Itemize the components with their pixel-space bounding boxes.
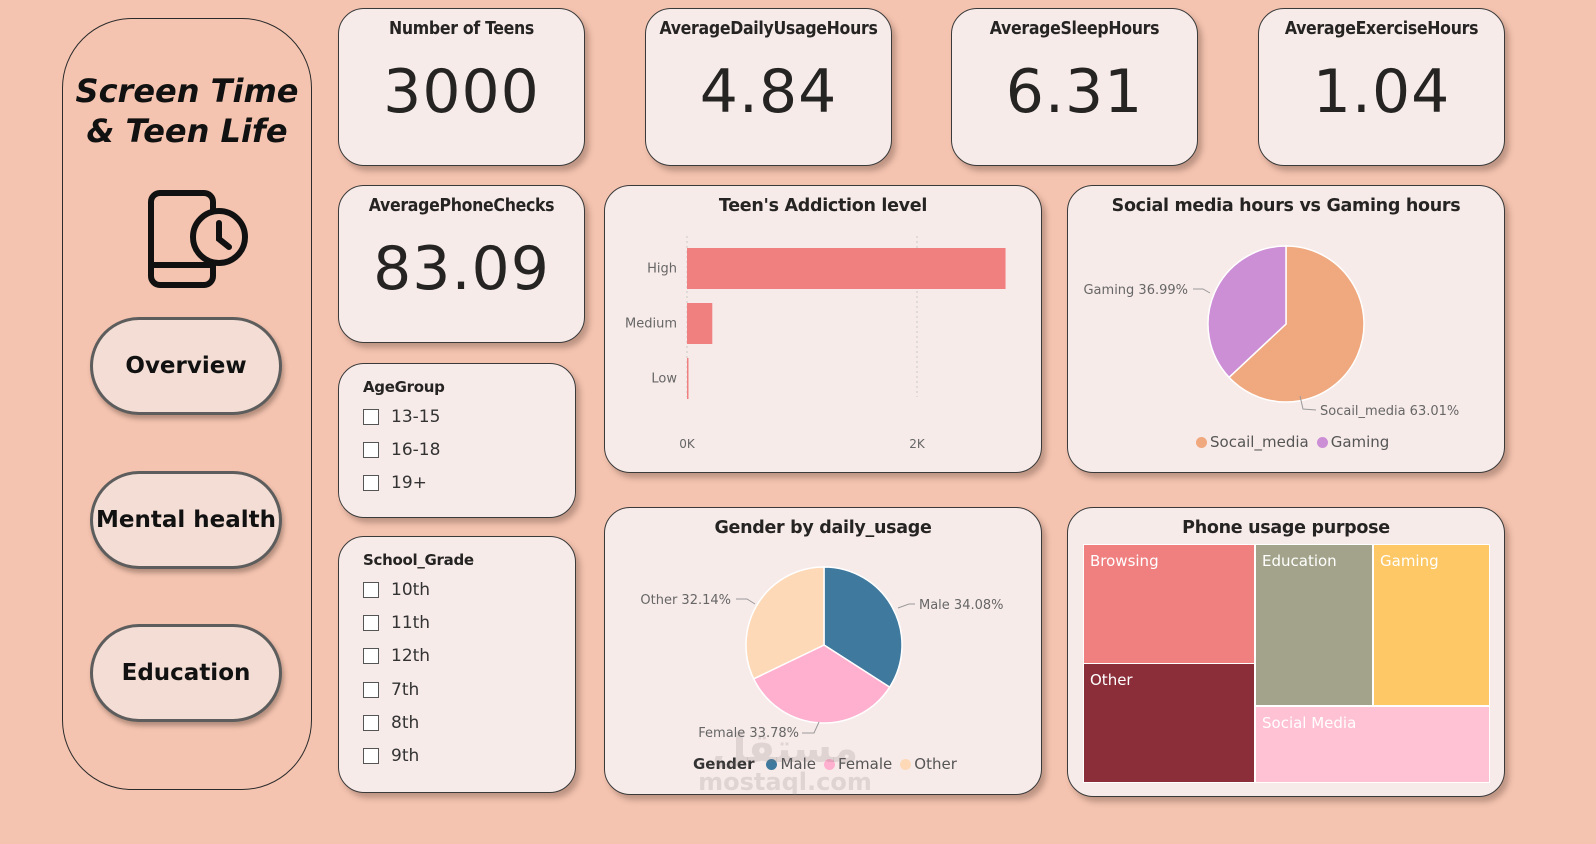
treemap-cell-browsing[interactable]: Browsing [1083,544,1255,664]
treemap-cell-social-media[interactable]: Social Media [1255,706,1490,783]
treemap-cell-gaming[interactable]: Gaming [1373,544,1490,706]
chart-title: Phone usage purpose [1182,518,1390,538]
pie-slice-socail-media[interactable] [1228,245,1365,403]
nav-overview-button[interactable]: Overview [90,317,282,415]
y-tick-label: Medium [625,317,677,332]
pie-slice-gaming[interactable] [1207,245,1287,379]
legend-label-male[interactable]: Male [780,755,817,773]
kpi-card-average-daily-usage: AverageDailyUsageHours 4.84 [645,8,892,166]
checkbox[interactable] [363,682,379,698]
bar-low[interactable] [687,358,689,399]
leader-line [736,598,756,605]
data-label: Gaming 36.99% [1083,283,1188,298]
slicer-age-group: AgeGroup 13-15 16-18 19+ [338,363,576,518]
data-label: Male 34.08% [919,598,1004,613]
x-tick-label: 0K [679,437,696,451]
legend-title: Gender [693,755,755,773]
legend-dot-male [766,758,778,770]
leader-line [802,721,820,734]
chart-title: Teen's Addiction level [718,196,928,216]
kpi-value: 3000 [383,57,540,127]
slicer-option-9th[interactable]: 9th [363,746,419,766]
legend-label-other[interactable]: Other [914,755,957,773]
slicer-school-grade: School_Grade 10th 11th 12th 7th 8th 9th [338,536,576,793]
nav-education-button[interactable]: Education [90,624,282,722]
kpi-value: 1.04 [1312,57,1451,127]
treemap-cell-other[interactable]: Other [1083,663,1255,783]
checkbox[interactable] [363,409,379,425]
checkbox[interactable] [363,475,379,491]
slicer-option-8th[interactable]: 8th [363,713,419,733]
kpi-title: AveragePhoneChecks [368,196,555,216]
data-label: Socail_media 63.01% [1320,404,1459,419]
chart-title: Social media hours vs Gaming hours [1111,196,1461,216]
checkbox[interactable] [363,442,379,458]
chart-legend: Socail_media Gaming [1188,433,1389,451]
slicer-title: AgeGroup [363,378,445,396]
legend-dot-other [900,758,912,770]
pie-chart-svg: Male 34.08% Female 33.78% Other 32.14% [640,566,1004,741]
kpi-card-number-of-teens: Number of Teens 3000 [338,8,585,166]
chart-gender-daily-usage: Gender by daily_usage Male 34.08% Female … [604,507,1042,795]
nav-mental-health-button[interactable]: Mental health [90,471,282,569]
phone-clock-icon [148,190,248,288]
kpi-value: 6.31 [1005,57,1144,127]
bar-medium[interactable] [687,303,713,344]
kpi-title: AverageDailyUsageHours [659,19,878,39]
app-title: Screen Time & Teen Life [75,72,299,150]
data-label: Female 33.78% [698,726,799,741]
chart-phone-usage-purpose: Phone usage purpose Browsing Other Educa… [1067,507,1505,797]
kpi-value: 83.09 [373,234,550,304]
slicer-title: School_Grade [363,551,474,569]
checkbox[interactable] [363,715,379,731]
chart-addiction-level: Teen's Addiction level 0K 2K High Medium Low [604,185,1042,473]
legend-dot-socail-media [1196,436,1207,448]
slicer-option-19-plus[interactable]: 19+ [363,473,427,493]
checkbox[interactable] [363,748,379,764]
kpi-card-average-phone-checks: AveragePhoneChecks 83.09 [338,185,585,343]
slicer-option-10th[interactable]: 10th [363,580,430,600]
legend-dot-female [824,758,836,770]
kpi-title: AverageSleepHours [989,19,1160,39]
checkbox[interactable] [363,582,379,598]
data-label: Other 32.14% [640,593,731,608]
slicer-option-7th[interactable]: 7th [363,680,419,700]
leader-line [897,603,915,609]
slicer-option-11th[interactable]: 11th [363,613,430,633]
legend-dot-gaming [1316,436,1328,448]
kpi-title: Number of Teens [389,19,534,39]
y-tick-label: Low [651,372,677,387]
pie-chart-svg: Gaming 36.99% Socail_media 63.01% [1083,245,1459,419]
bar-high[interactable] [687,248,1006,289]
treemap-cell-education[interactable]: Education [1255,544,1373,706]
checkbox[interactable] [363,648,379,664]
pie-slice-female[interactable] [752,644,891,724]
chart-title: Gender by daily_usage [714,518,932,538]
legend-label-socail-media[interactable]: Socail_media [1210,433,1309,451]
kpi-card-average-sleep: AverageSleepHours 6.31 [951,8,1198,166]
legend-label-gaming[interactable]: Gaming [1330,433,1390,451]
slicer-option-13-15[interactable]: 13-15 [363,407,440,427]
leader-line [1299,395,1317,411]
bar-chart-svg: 0K 2K High Medium Low [625,236,1006,451]
kpi-title: AverageExerciseHours [1284,19,1479,39]
chart-legend: Gender Male Female Other [693,755,957,773]
y-tick-label: High [647,262,677,277]
kpi-value: 4.84 [699,57,838,127]
x-tick-label: 2K [909,437,926,451]
checkbox[interactable] [363,615,379,631]
leader-line [1193,288,1211,294]
slicer-option-16-18[interactable]: 16-18 [363,440,440,460]
legend-label-female[interactable]: Female [838,755,893,773]
kpi-card-average-exercise: AverageExerciseHours 1.04 [1258,8,1505,166]
slicer-option-12th[interactable]: 12th [363,646,430,666]
chart-social-vs-gaming: Social media hours vs Gaming hours Gamin… [1067,185,1505,473]
pie-slice-other[interactable] [745,566,825,680]
sidebar: Screen Time & Teen Life Overview Mental … [62,18,312,790]
